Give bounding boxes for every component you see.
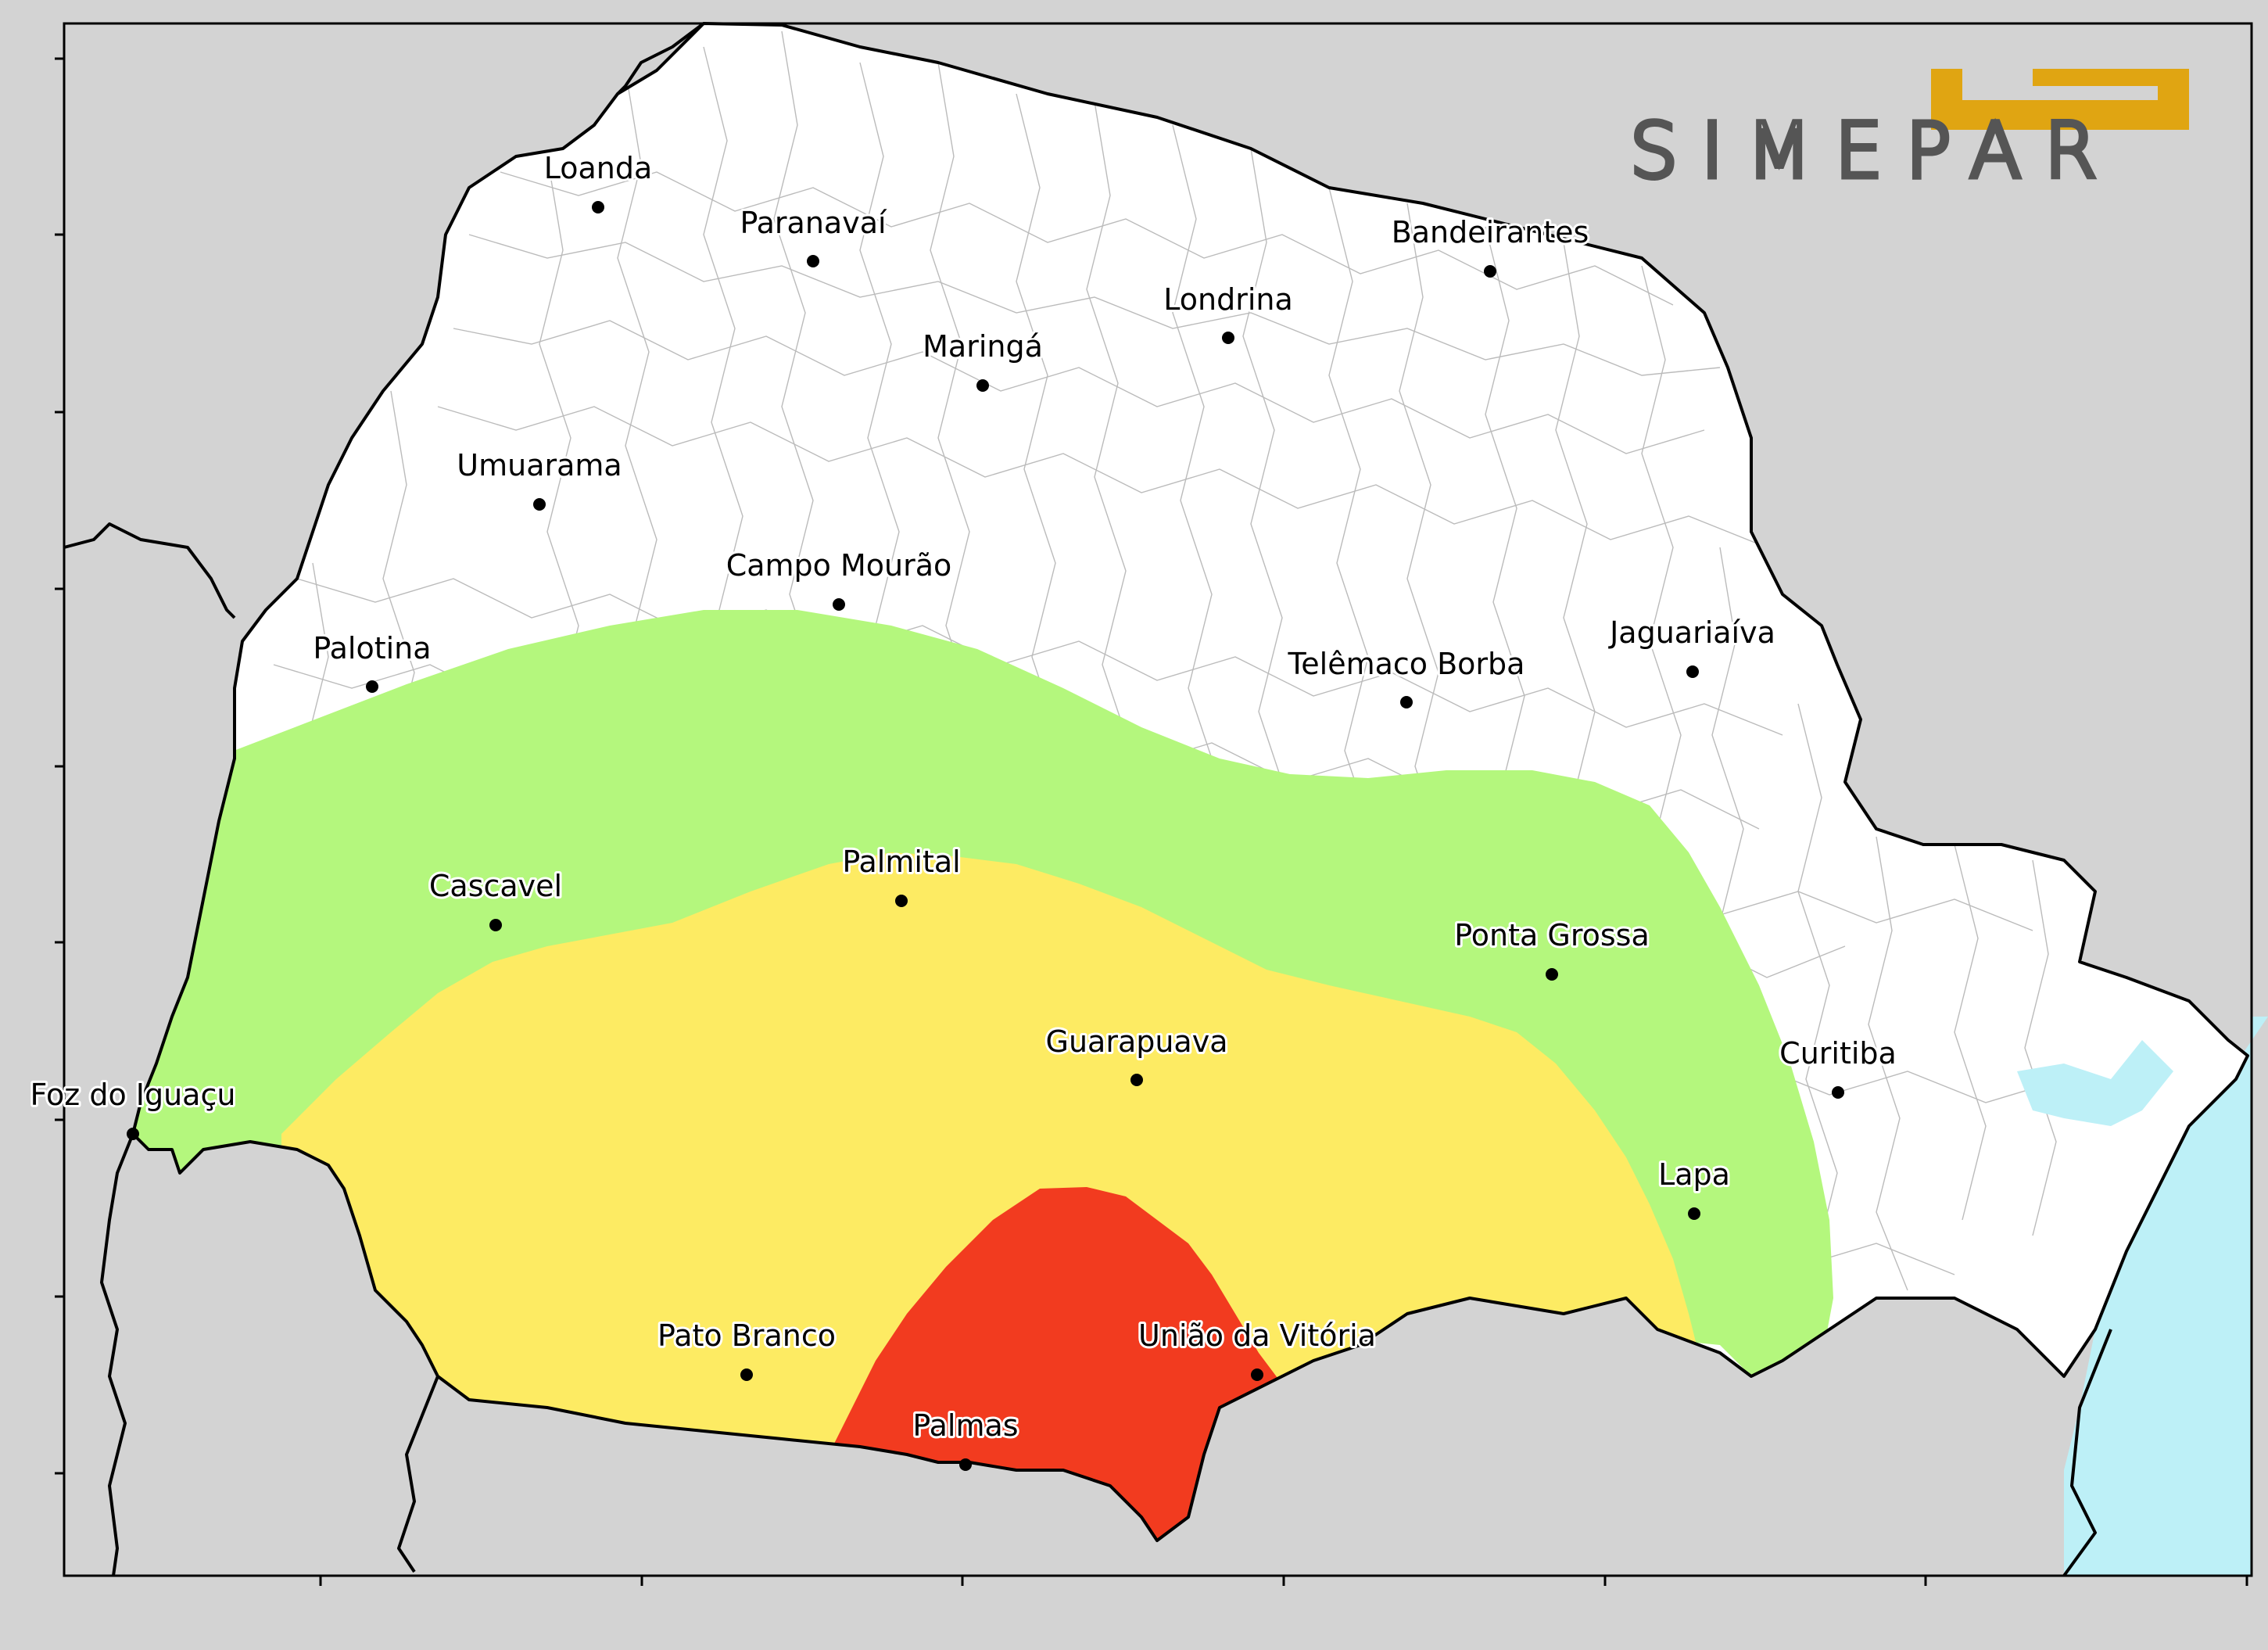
risk-zones bbox=[133, 610, 1833, 1556]
city-umuarama[interactable]: Umuarama bbox=[454, 446, 625, 511]
city-marker bbox=[592, 201, 604, 213]
city-foz-do-iguacu[interactable]: Foz do Iguaçu bbox=[28, 1075, 238, 1140]
city-marker bbox=[1686, 665, 1699, 678]
city-bandeirantes[interactable]: Bandeirantes bbox=[1389, 213, 1591, 278]
city-marker bbox=[833, 598, 845, 611]
city-palmital[interactable]: Palmital bbox=[840, 842, 963, 907]
city-label: Umuarama bbox=[457, 448, 622, 482]
city-londrina[interactable]: Londrina bbox=[1161, 280, 1295, 344]
outer-borders bbox=[63, 22, 2112, 1577]
city-label: Telêmaco Borba bbox=[1288, 647, 1525, 681]
city-marker bbox=[489, 919, 502, 931]
city-curitiba[interactable]: Curitiba bbox=[1777, 1034, 1899, 1099]
bay bbox=[2017, 1040, 2173, 1126]
city-pato-branco[interactable]: Pato Branco bbox=[655, 1316, 838, 1381]
city-maringa[interactable]: Maringá bbox=[920, 327, 1045, 392]
city-guarapuava[interactable]: Guarapuava bbox=[1044, 1022, 1231, 1086]
city-loanda[interactable]: Loanda bbox=[542, 149, 654, 213]
city-label: Loanda bbox=[544, 151, 653, 185]
city-label: Ponta Grossa bbox=[1454, 918, 1650, 952]
city-marker bbox=[1222, 332, 1234, 344]
city-label: Paranavaí bbox=[740, 206, 887, 240]
logo-mark-icon bbox=[1931, 69, 2189, 130]
city-label: Guarapuava bbox=[1046, 1024, 1228, 1059]
city-uniao-da-vitoria[interactable]: União da Vitória bbox=[1136, 1316, 1378, 1381]
city-marker bbox=[1688, 1207, 1700, 1220]
city-marker bbox=[533, 498, 546, 511]
ocean bbox=[2064, 1017, 2268, 1576]
city-label: Campo Mourão bbox=[726, 548, 952, 583]
simepar-logo: SIMEPAR bbox=[1628, 69, 2189, 198]
city-marker bbox=[1130, 1074, 1143, 1086]
city-marker bbox=[1400, 696, 1413, 708]
city-label: Bandeirantes bbox=[1392, 215, 1589, 249]
city-label: Pato Branco bbox=[657, 1318, 836, 1353]
city-label: Jaguariaíva bbox=[1608, 615, 1775, 650]
city-label: Lapa bbox=[1658, 1157, 1730, 1192]
cities: Loanda Paranavaí Bandeirantes Londrina M… bbox=[28, 149, 1899, 1471]
city-label: Palmas bbox=[912, 1408, 1018, 1443]
city-marker bbox=[127, 1128, 139, 1140]
city-marker bbox=[1251, 1368, 1263, 1381]
city-label: Londrina bbox=[1163, 282, 1293, 317]
city-marker bbox=[1484, 265, 1496, 278]
city-label: Palmital bbox=[842, 845, 960, 879]
zone-yellow bbox=[281, 852, 1697, 1501]
logo-mark-bar bbox=[2033, 69, 2158, 86]
city-label: União da Vitória bbox=[1138, 1318, 1376, 1353]
city-lapa[interactable]: Lapa bbox=[1656, 1155, 1732, 1220]
city-campo-mourao[interactable]: Campo Mourão bbox=[724, 546, 954, 611]
city-marker bbox=[1546, 968, 1558, 981]
city-marker bbox=[976, 379, 989, 392]
map-frame bbox=[55, 22, 2253, 1586]
city-marker bbox=[366, 680, 378, 693]
city-palmas[interactable]: Palmas bbox=[910, 1406, 1021, 1471]
city-marker bbox=[740, 1368, 753, 1381]
city-label: Cascavel bbox=[429, 869, 562, 903]
city-jaguariaiva[interactable]: Jaguariaíva bbox=[1606, 613, 1778, 678]
logo-text: SIMEPAR bbox=[1630, 107, 2120, 195]
city-marker bbox=[1832, 1086, 1844, 1099]
city-cascavel[interactable]: Cascavel bbox=[427, 866, 564, 931]
city-marker bbox=[807, 255, 819, 267]
city-label: Curitiba bbox=[1779, 1036, 1897, 1071]
state-border bbox=[131, 22, 2249, 1542]
city-label: Foz do Iguaçu bbox=[30, 1078, 236, 1112]
city-paranavai[interactable]: Paranavaí bbox=[737, 203, 890, 267]
city-telemaco-borba[interactable]: Telêmaco Borba bbox=[1285, 644, 1527, 708]
city-marker bbox=[895, 895, 908, 907]
city-marker bbox=[959, 1458, 972, 1471]
city-label: Palotina bbox=[313, 631, 431, 665]
city-palotina[interactable]: Palotina bbox=[310, 629, 434, 693]
city-label: Maringá bbox=[923, 329, 1043, 364]
city-ponta-grossa[interactable]: Ponta Grossa bbox=[1452, 916, 1652, 981]
